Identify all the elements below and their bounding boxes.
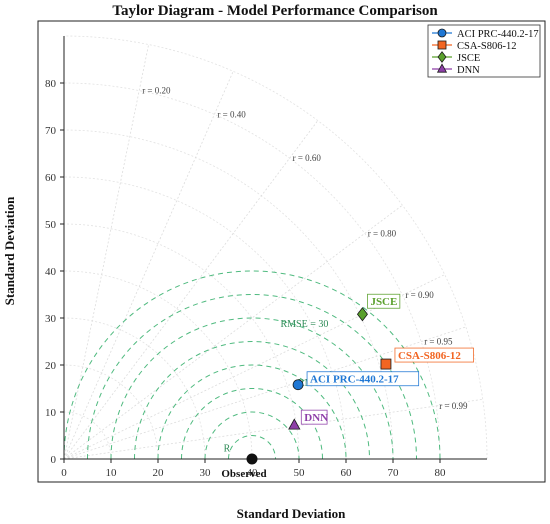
chart-title: Taylor Diagram - Model Performance Compa… [112,3,438,19]
rmse-label: RMSE = 30 [280,319,328,330]
y-tick-label: 80 [45,78,57,90]
correlation-label: r = 0.40 [217,109,246,119]
model-markers: Observed ACI PRC-440.2-17 CSA-S806-12 JSCE D… [221,293,474,480]
rmse-arc [134,341,370,460]
correlation-line [63,398,483,460]
model-label-box [300,409,328,425]
rmse-arc [228,435,276,460]
x-tick-label: 70 [388,467,400,479]
x-tick-label: 40 [247,467,259,479]
x-tick-label: 0 [61,467,67,479]
y-tick-label: 50 [45,219,57,231]
model-marker [356,307,368,322]
legend-box [427,24,541,78]
correlation-line [63,120,319,460]
model-label-box [306,371,420,387]
observed-point [246,453,258,465]
y-tick-label: 10 [45,407,57,419]
legend-label: CSA-S806-12 [457,41,517,52]
std-grid-arc [63,411,112,460]
correlation-label: r = 0.90 [405,290,434,300]
correlation-line [63,204,403,460]
model-marker [292,379,304,391]
correlation-label: r = 0.80 [368,228,397,238]
y-tick-label: 30 [45,313,57,325]
model-label-box [394,347,474,363]
model-label: JSCE [370,296,397,308]
rmse-label: R [224,443,231,454]
model-marker [380,358,392,370]
legend-label: ACI PRC-440.2-17 [457,29,539,40]
y-tick-label: 70 [45,125,57,137]
grid-layer: r = 0.20 r = 0.40 r = 0.60 r = 0.80 r = 0.90… [63,35,488,460]
rmse-arc [204,411,300,460]
model-marker [288,418,301,430]
correlation-label: r = 0.20 [142,86,171,96]
y-tick-label: 0 [51,454,57,466]
legend-label: JSCE [457,53,480,64]
y-tick-label: 60 [45,172,57,184]
plot-frame [37,20,546,483]
y-tick-label: 20 [45,360,57,372]
std-grid-arc [63,35,488,460]
legend-marker [437,28,447,38]
x-tick-label: 20 [153,467,165,479]
std-grid-arc [63,176,347,460]
model-label-box [367,293,401,309]
observed-label: Observed [221,468,266,480]
legend-label: DNN [457,65,480,76]
std-grid-arc [63,317,206,460]
x-axis-title: Standard Deviation [237,506,346,521]
legend-marker [436,63,448,73]
std-grid-arc [63,270,253,460]
x-tick-label: 80 [435,467,447,479]
x-tick-label: 10 [106,467,118,479]
x-tick-label: 30 [200,467,212,479]
x-tick-label: 60 [341,467,353,479]
model-label: ACI PRC-440.2-17 [310,374,399,386]
rmse-arc [110,317,394,460]
y-tick-label: 40 [45,266,57,278]
rmse-arc [181,388,323,460]
rmse-arc [157,364,347,460]
x-tick-label: 50 [294,467,306,479]
correlation-label: r = 0.95 [424,337,453,347]
correlation-line [63,71,234,460]
legend-marker [437,40,447,50]
correlation-line [63,44,149,460]
legend-marker [437,51,447,63]
model-label: DNN [304,412,328,424]
axes: 0 10 20 30 40 50 60 70 80 0 10 20 30 40 50 60 70 80 [45,36,487,479]
correlation-label: r = 0.99 [439,401,468,411]
correlation-line [63,326,466,460]
y-axis-title: Standard Deviation [2,196,17,305]
std-grid-arc [63,364,159,460]
std-grid-arc [63,82,441,460]
model-label: CSA-S806-12 [398,350,461,362]
std-grid-arc [63,223,300,460]
correlation-label: r = 0.60 [293,153,322,163]
